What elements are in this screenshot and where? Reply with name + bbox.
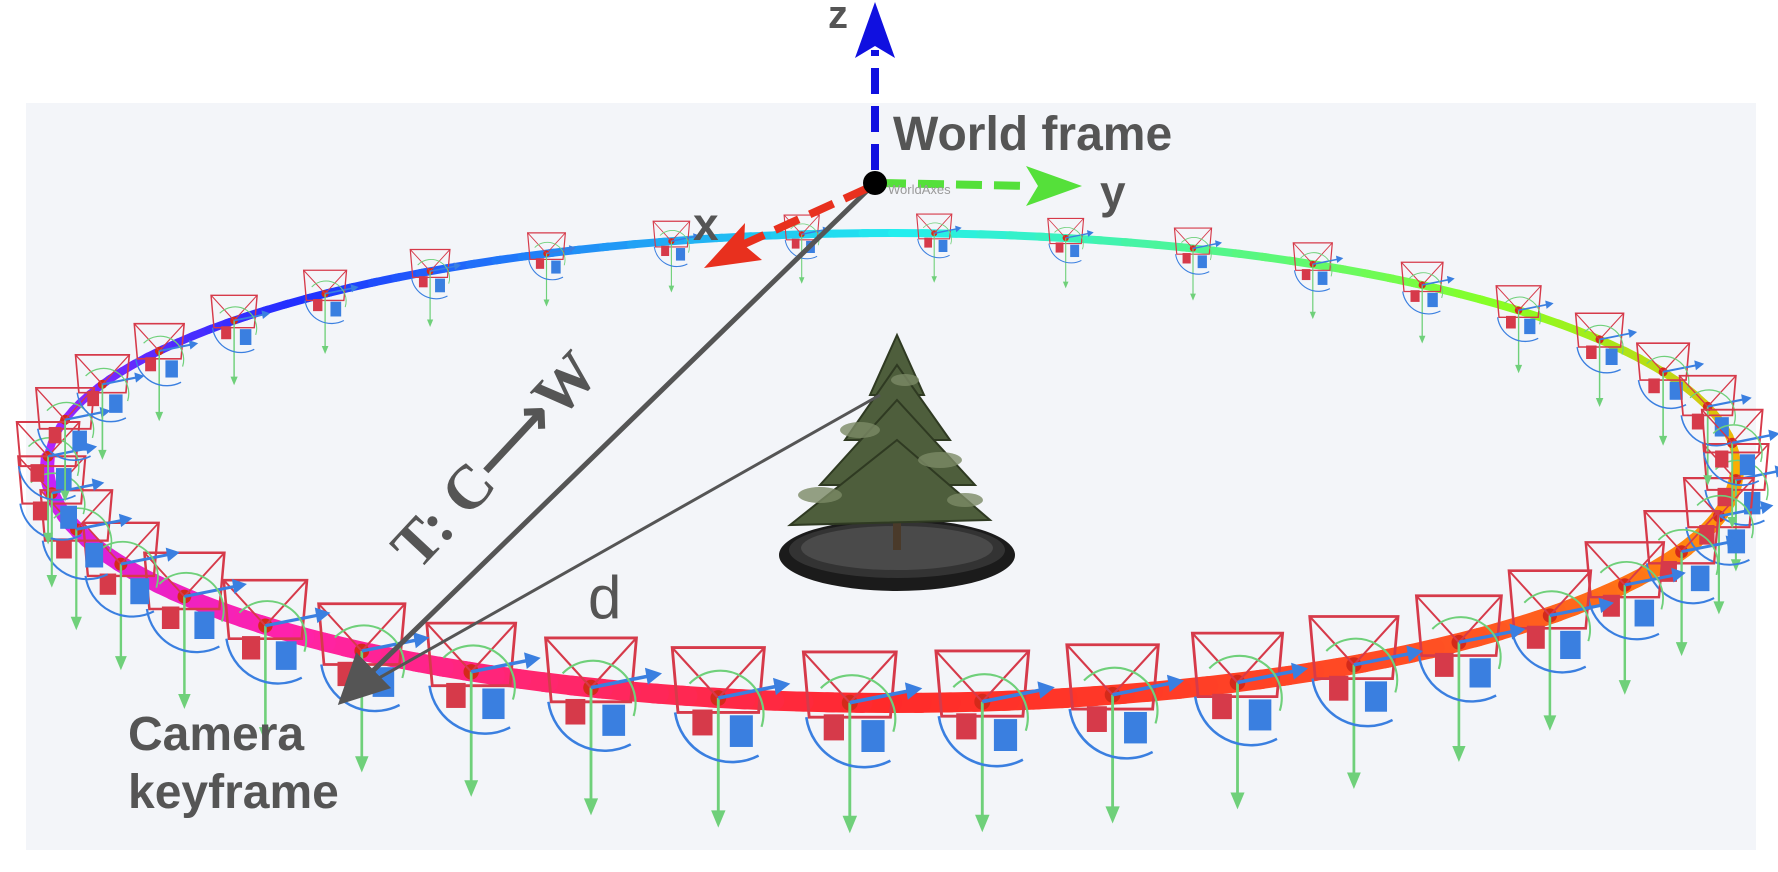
camera-frustum-icon [544, 636, 662, 816]
camera-frustum-icon [652, 220, 700, 293]
transform-vector [337, 181, 877, 705]
camera-frustum-icon [425, 621, 541, 797]
camera-frustum-icon [1400, 261, 1455, 344]
origin-dot-icon [863, 171, 887, 195]
camera-frustum-icon [1190, 631, 1308, 810]
y-axis-label: y [1100, 166, 1126, 218]
y-axis-arrowhead [1026, 166, 1082, 206]
world-axes-tag: WorldAxes [888, 182, 951, 197]
z-axis-label: z [828, 0, 848, 37]
camera-frustum-icon [1173, 227, 1222, 301]
distance-label: d [588, 564, 621, 631]
camera-keyframe-label-line2: keyframe [128, 766, 339, 819]
camera-frames [15, 213, 1778, 834]
camera-frustum-icon [1507, 569, 1614, 731]
y-axis-line [879, 179, 1031, 190]
camera-frustum-icon [1292, 242, 1344, 320]
camera-frustum-icon [1574, 312, 1638, 407]
camera-frustum-icon [210, 294, 271, 386]
camera-frustum-icon [1643, 509, 1740, 657]
camera-frustum-icon [915, 213, 962, 283]
x-axis-line [740, 184, 870, 249]
camera-frustum-icon [1584, 541, 1686, 695]
camera-frustum-icon [1678, 374, 1752, 486]
camera-frustum-icon [34, 386, 111, 502]
camera-frustum-icon [222, 578, 331, 743]
world-frame-label: World frame [893, 108, 1172, 161]
world-axes: WorldAxes [704, 2, 1082, 268]
camera-frustum-icon [409, 248, 462, 327]
camera-frustum-icon [1682, 477, 1774, 615]
camera-frustum-icon [1495, 285, 1554, 374]
camera-frustum-icon [670, 646, 791, 828]
camera-frustum-icon [74, 354, 145, 460]
distance-line [339, 393, 881, 702]
z-axis-arrowhead [855, 2, 895, 58]
camera-keyframe-label-line1: Camera [128, 708, 304, 761]
camera-frustum-icon [801, 650, 923, 834]
camera-frustum-icon [302, 269, 359, 354]
x-axis-label: x [693, 198, 719, 250]
camera-frustum-icon [133, 322, 199, 422]
camera-frustum-icon [1414, 594, 1526, 762]
camera-frustum-icon [15, 421, 98, 545]
camera-frustum-icon [1065, 643, 1185, 824]
camera-frustum-icon [1047, 217, 1094, 289]
camera-frustum-icon [1635, 342, 1705, 446]
camera-frustum-icon [526, 232, 576, 307]
ring-segment [1732, 455, 1741, 474]
camera-frustum-icon [934, 649, 1055, 833]
camera-frustum-icon [1700, 408, 1778, 529]
camera-frustum-icon [1308, 615, 1423, 789]
potted-tree-icon [779, 332, 1015, 591]
x-axis-arrowhead [704, 223, 762, 268]
camera-frustum-icon [143, 551, 247, 709]
